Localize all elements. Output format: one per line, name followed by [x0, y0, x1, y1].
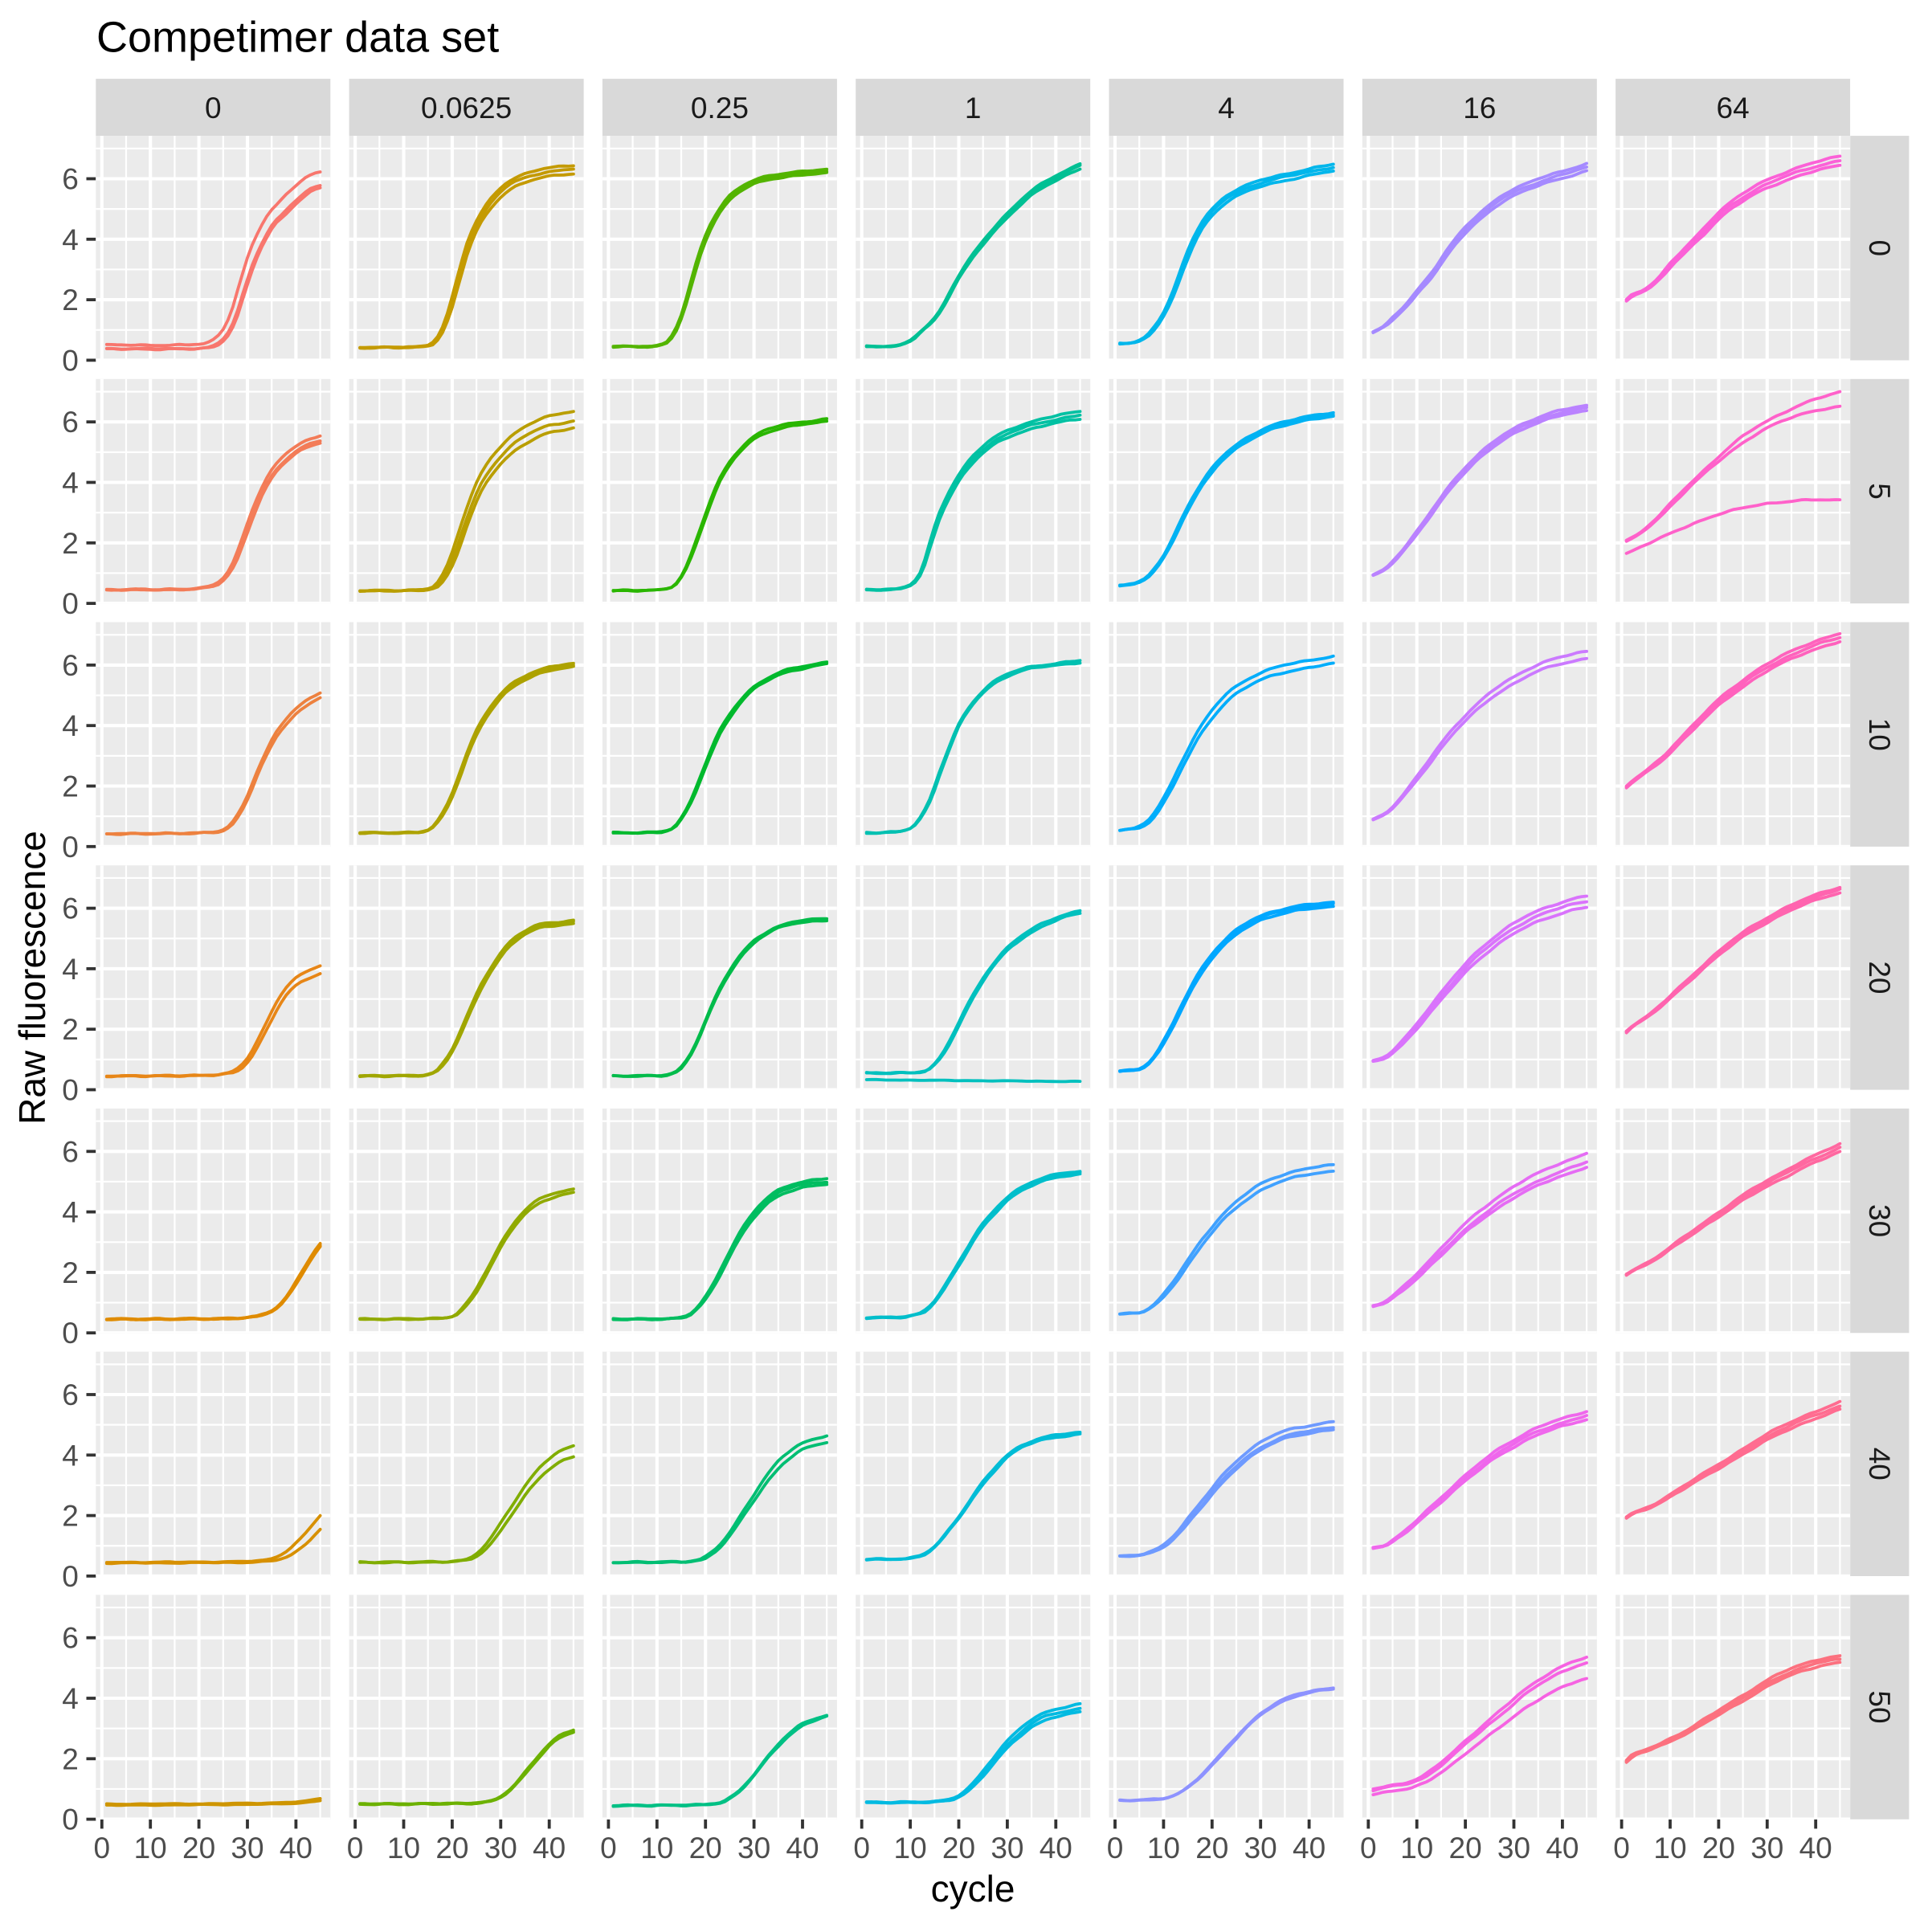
svg-text:6: 6 [62, 1622, 79, 1655]
svg-text:40: 40 [533, 1832, 566, 1865]
svg-text:4: 4 [62, 223, 79, 256]
svg-text:0: 0 [62, 1560, 79, 1593]
svg-text:30: 30 [231, 1832, 263, 1865]
svg-text:2: 2 [62, 770, 79, 803]
svg-text:40: 40 [786, 1832, 819, 1865]
svg-text:30: 30 [1244, 1832, 1277, 1865]
svg-text:30: 30 [737, 1832, 770, 1865]
svg-text:40: 40 [280, 1832, 312, 1865]
svg-text:0: 0 [62, 1803, 79, 1836]
svg-text:0: 0 [62, 1074, 79, 1107]
svg-text:4: 4 [62, 709, 79, 742]
svg-text:4: 4 [62, 467, 79, 500]
svg-text:20: 20 [435, 1832, 468, 1865]
svg-text:4: 4 [1218, 92, 1235, 125]
svg-text:2: 2 [62, 1742, 79, 1775]
svg-text:20: 20 [1449, 1832, 1482, 1865]
svg-text:6: 6 [62, 892, 79, 925]
svg-text:20: 20 [1702, 1832, 1735, 1865]
svg-text:2: 2 [62, 1500, 79, 1533]
svg-text:30: 30 [1497, 1832, 1530, 1865]
svg-text:2: 2 [62, 284, 79, 317]
svg-text:64: 64 [1717, 92, 1750, 125]
svg-text:30: 30 [1863, 1204, 1896, 1237]
svg-text:0.25: 0.25 [691, 92, 749, 125]
svg-text:20: 20 [1863, 961, 1896, 994]
svg-text:20: 20 [1195, 1832, 1228, 1865]
svg-text:0: 0 [62, 344, 79, 377]
svg-text:30: 30 [1750, 1832, 1783, 1865]
svg-text:10: 10 [1653, 1832, 1686, 1865]
svg-text:50: 50 [1863, 1690, 1896, 1723]
svg-text:cycle: cycle [931, 1868, 1015, 1910]
svg-text:0: 0 [1360, 1832, 1377, 1865]
svg-text:Competimer data set: Competimer data set [96, 14, 499, 62]
svg-text:Raw fluorescence: Raw fluorescence [11, 831, 53, 1125]
svg-text:4: 4 [62, 953, 79, 986]
svg-text:30: 30 [991, 1832, 1023, 1865]
svg-text:20: 20 [689, 1832, 722, 1865]
svg-text:10: 10 [387, 1832, 420, 1865]
svg-text:10: 10 [1863, 718, 1896, 751]
svg-text:10: 10 [134, 1832, 167, 1865]
svg-text:20: 20 [942, 1832, 975, 1865]
svg-text:1: 1 [965, 92, 982, 125]
svg-text:0: 0 [62, 831, 79, 864]
svg-text:4: 4 [62, 1196, 79, 1229]
svg-text:6: 6 [62, 1135, 79, 1168]
svg-text:0.0625: 0.0625 [421, 92, 512, 125]
svg-text:0: 0 [600, 1832, 617, 1865]
svg-text:10: 10 [1400, 1832, 1433, 1865]
svg-text:10: 10 [894, 1832, 927, 1865]
svg-text:6: 6 [62, 1379, 79, 1411]
svg-text:2: 2 [62, 1256, 79, 1289]
svg-text:40: 40 [1040, 1832, 1072, 1865]
svg-text:0: 0 [94, 1832, 111, 1865]
svg-text:6: 6 [62, 406, 79, 439]
svg-text:2: 2 [62, 1013, 79, 1046]
svg-text:4: 4 [62, 1682, 79, 1715]
svg-text:5: 5 [1863, 483, 1896, 500]
svg-text:40: 40 [1546, 1832, 1579, 1865]
svg-text:0: 0 [347, 1832, 364, 1865]
svg-text:30: 30 [484, 1832, 517, 1865]
svg-text:2: 2 [62, 527, 79, 560]
svg-text:0: 0 [1613, 1832, 1630, 1865]
svg-text:20: 20 [182, 1832, 215, 1865]
svg-text:16: 16 [1463, 92, 1496, 125]
svg-text:40: 40 [1863, 1448, 1896, 1481]
svg-text:40: 40 [1293, 1832, 1326, 1865]
svg-text:6: 6 [62, 163, 79, 196]
svg-text:10: 10 [640, 1832, 673, 1865]
svg-text:0: 0 [205, 92, 222, 125]
svg-text:10: 10 [1147, 1832, 1180, 1865]
svg-text:40: 40 [1799, 1832, 1832, 1865]
svg-text:0: 0 [62, 587, 79, 620]
svg-text:4: 4 [62, 1439, 79, 1472]
svg-text:0: 0 [1863, 240, 1896, 257]
svg-text:6: 6 [62, 649, 79, 682]
svg-text:0: 0 [1107, 1832, 1124, 1865]
svg-text:0: 0 [62, 1317, 79, 1350]
svg-text:0: 0 [853, 1832, 870, 1865]
